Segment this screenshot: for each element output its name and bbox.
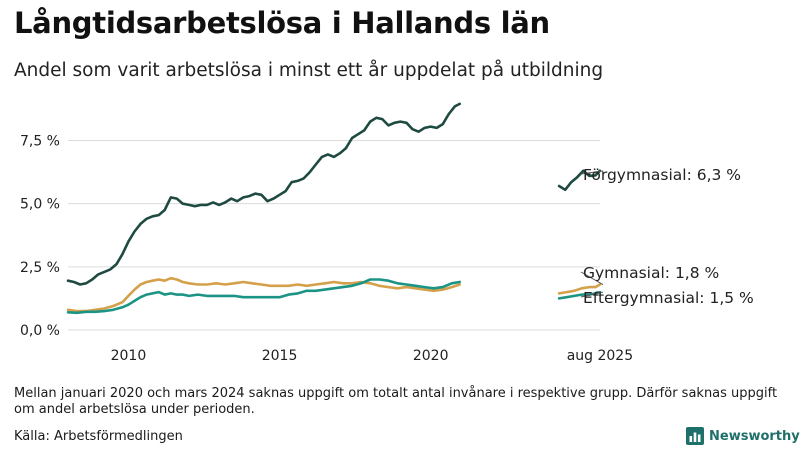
series-line-gymnasial xyxy=(66,276,461,313)
label-leader-frgymnasial xyxy=(580,170,603,175)
source-credit: Källa: Arbetsförmedlingen xyxy=(14,429,183,444)
x-axis-ticks: 2010 2015 2020 aug 2025 xyxy=(111,348,633,364)
label-leader-eftergymnasial xyxy=(580,291,604,298)
y-tick-label: 5,0 % xyxy=(20,197,60,213)
series-end-labels: Förgymnasial: 6,3 % Gymnasial: 1,8 % Efter… xyxy=(580,166,754,307)
x-tick-label: 2010 xyxy=(111,348,147,364)
footnote: Mellan januari 2020 och mars 2024 saknas… xyxy=(14,386,778,417)
y-tick-label: 7,5 % xyxy=(20,134,60,150)
x-tick-label: 2015 xyxy=(262,348,298,364)
series-line-gymnasial xyxy=(557,283,602,295)
series-lines xyxy=(66,102,602,315)
gridlines xyxy=(68,140,600,331)
page-subtitle: Andel som varit arbetslösa i minst ett å… xyxy=(14,60,604,81)
brand-logo: Newsworthy xyxy=(686,427,800,445)
series-end-label-eftergymnasial: Eftergymnasial: 1,5 % xyxy=(583,289,754,307)
y-axis-ticks: 0,0 % 2,5 % 5,0 % 7,5 % xyxy=(20,134,60,339)
series-line-frgymnasial xyxy=(66,102,461,286)
page-title: Långtidsarbetslösa i Hallands län xyxy=(14,6,550,40)
brand-name: Newsworthy xyxy=(709,428,800,444)
series-line-frgymnasial xyxy=(557,169,602,192)
label-leader-gymnasial xyxy=(580,271,604,285)
y-tick-label: 2,5 % xyxy=(20,260,60,276)
x-tick-label: aug 2025 xyxy=(567,348,633,364)
line-chart: 0,0 % 2,5 % 5,0 % 7,5 % 2010 2015 2020 aug 202… xyxy=(20,102,754,364)
newsworthy-bar-chart-logo-icon xyxy=(686,427,704,445)
series-end-label-gymnasial: Gymnasial: 1,8 % xyxy=(583,264,719,282)
series-end-label-frgymnasial: Förgymnasial: 6,3 % xyxy=(583,166,741,184)
series-line-eftergymnasial xyxy=(66,278,461,315)
x-tick-label: 2020 xyxy=(413,348,449,364)
y-tick-label: 0,0 % xyxy=(20,323,60,339)
